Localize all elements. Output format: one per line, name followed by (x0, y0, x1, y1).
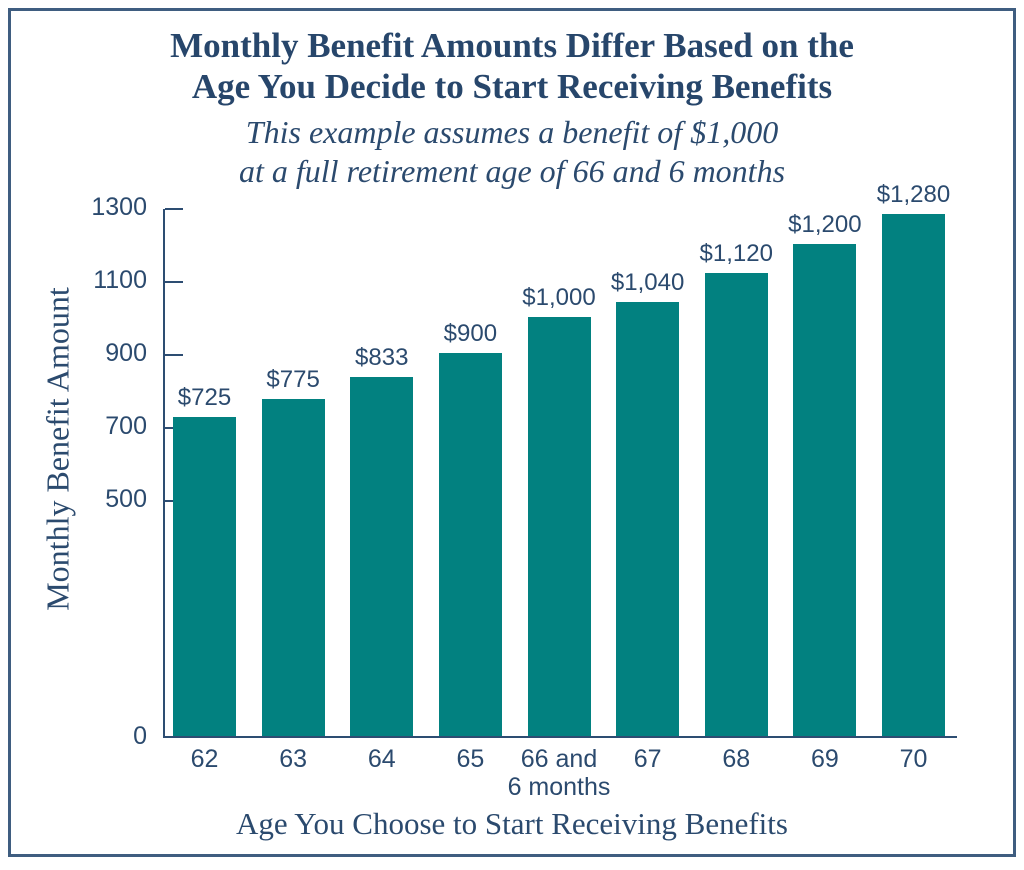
x-tick-label-line: 67 (633, 745, 662, 773)
x-tick-label-line: 68 (722, 745, 751, 773)
x-tick-label-70: 70 (882, 745, 945, 801)
x-tick-label-line: 6 months (507, 773, 611, 801)
bar-value-label: $1,040 (610, 269, 685, 296)
x-tick-label-line: 70 (899, 745, 928, 773)
bar-65: $900 (438, 320, 502, 736)
x-tick-label-68: 68 (705, 745, 768, 801)
x-tick-label-line: 69 (810, 745, 839, 773)
bar-70: $1,280 (877, 181, 950, 736)
y-axis-label: Monthly Benefit Amount (39, 287, 76, 611)
x-tick-label-69: 69 (793, 745, 856, 801)
bar-63: $775 (261, 366, 325, 736)
y-axis-line (163, 209, 165, 738)
chart-title-line-1: Monthly Benefit Amounts Differ Based on … (170, 26, 854, 65)
x-tick-label-line: 62 (190, 745, 219, 773)
bar-value-label: $1,000 (522, 284, 596, 311)
x-labels-row: 62 63 64 65 66 and 6 months 67 68 69 70 (165, 745, 957, 801)
x-tick-label-65: 65 (439, 745, 502, 801)
bar-value-label: $775 (266, 366, 320, 393)
chart-header: Monthly Benefit Amounts Differ Based on … (11, 25, 1013, 191)
y-tick-label-1300: 1300 (91, 193, 147, 221)
bar-value-label: $833 (355, 344, 409, 371)
y-tick-label-900: 900 (105, 339, 147, 368)
bar-66-and: $1,000 (522, 284, 596, 736)
x-tick-label-67: 67 (616, 745, 679, 801)
x-tick-label-63: 63 (262, 745, 325, 801)
bar-67: $1,040 (611, 269, 684, 736)
x-tick-label-62: 62 (173, 745, 236, 801)
y-tick-label-700: 700 (105, 412, 147, 441)
y-tick-1100 (165, 281, 183, 284)
x-tick-label-line: 66 and (520, 745, 598, 773)
bar-68: $1,120 (700, 240, 773, 736)
x-axis-line (163, 736, 957, 738)
bar-value-label: $900 (443, 320, 498, 347)
y-tick-label-500: 500 (105, 485, 147, 514)
chart-subtitle-line-1: This example assumes a benefit of $1,000 (245, 114, 779, 150)
bar-62: $725 (173, 384, 236, 736)
x-tick-label-line: 64 (367, 745, 396, 773)
y-tick-label-0: 0 (133, 722, 147, 750)
plot-area: 0 500 700 900 1100 1300 $725 $775 $833 $900 $1,00… (91, 181, 957, 801)
x-tick-label-64: 64 (350, 745, 413, 801)
chart-subtitle: This example assumes a benefit of $1,000… (11, 113, 1013, 191)
y-tick-label-1100: 1100 (93, 266, 147, 295)
x-tick-label-66-and: 66 and 6 months (508, 745, 611, 801)
bar-64: $833 (350, 344, 414, 736)
x-tick-label-line: 63 (279, 745, 308, 773)
bar-value-label: $1,120 (699, 240, 773, 267)
bar-value-label: $1,200 (788, 211, 862, 238)
bars-row: $725 $775 $833 $900 $1,000 $1,040 $1,120 $1,200… (165, 181, 957, 736)
chart-frame: Monthly Benefit Amounts Differ Based on … (8, 8, 1016, 857)
bar-value-label: $725 (177, 384, 232, 411)
y-tick-900 (165, 354, 183, 357)
x-axis-label: Age You Choose to Start Receiving Benefi… (236, 806, 788, 841)
chart-title-line-2: Age You Decide to Start Receiving Benefi… (191, 67, 833, 106)
bar-value-label: $1,280 (876, 181, 951, 208)
chart-subtitle-line-2: at a full retirement age of 66 and 6 mon… (238, 153, 786, 189)
bar-69: $1,200 (788, 211, 862, 736)
x-tick-label-line: 65 (456, 745, 485, 773)
y-tick-1300 (165, 208, 183, 210)
